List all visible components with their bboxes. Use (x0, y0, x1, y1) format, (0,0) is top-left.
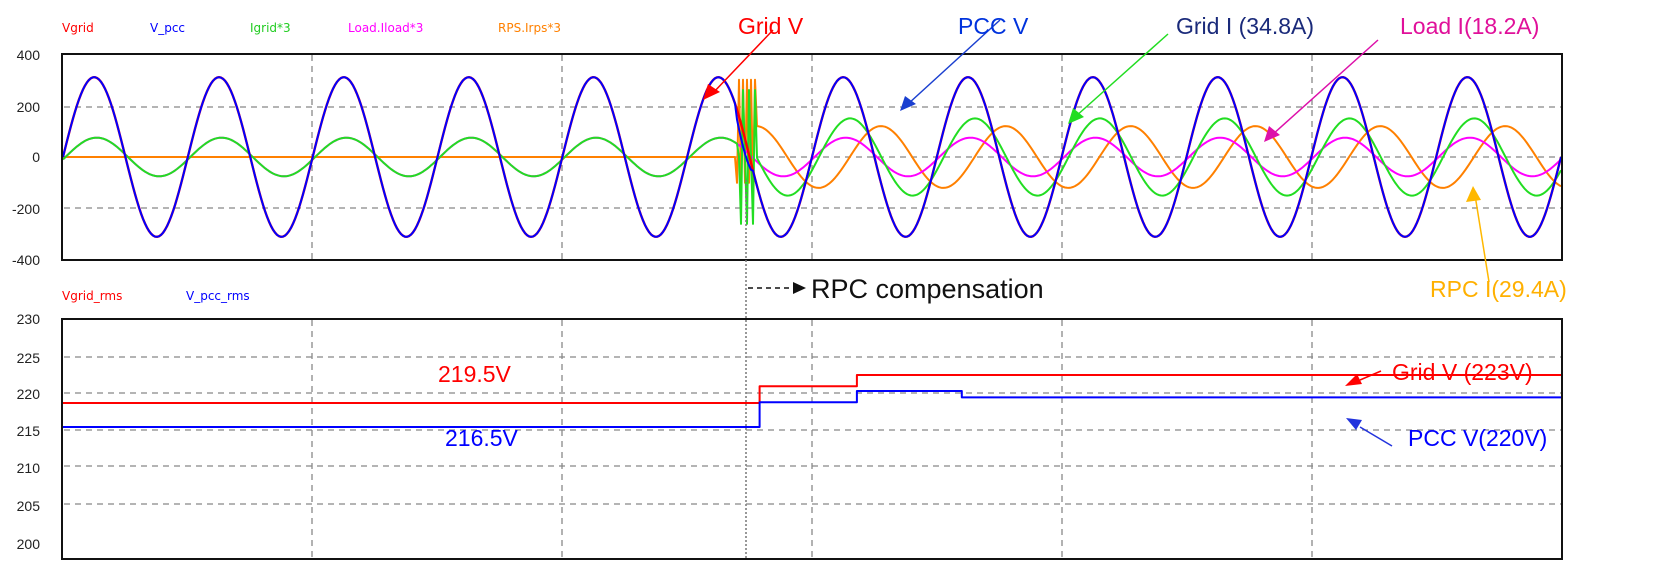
arrow-head-icon (1068, 108, 1084, 124)
legend-irps: RPS.Irps*3 (498, 21, 561, 35)
label-grid-v: Grid V (738, 13, 804, 39)
label-rpc-i: RPC I(29.4A) (1430, 276, 1567, 302)
bottom-grid (64, 320, 1562, 558)
label-pcc-after: PCC V(220V) (1408, 425, 1547, 451)
ytick: 210 (17, 460, 41, 476)
top-panel: Vgrid V_pcc Igrid*3 Load.Iload*3 RPS.Irp… (12, 13, 1567, 302)
label-load-i: Load I(18.2A) (1400, 13, 1539, 39)
bottom-legend: Vgrid_rms V_pcc_rms (62, 289, 250, 303)
ytick: 220 (17, 386, 41, 402)
ytick: -200 (12, 201, 40, 217)
ytick: 230 (17, 311, 41, 327)
arrow-head-icon (1346, 418, 1362, 430)
ytick: 200 (17, 99, 41, 115)
arrow-head-icon (703, 84, 720, 100)
legend-vpcc: V_pcc (150, 21, 185, 35)
bottom-annotations: 219.5V 216.5V Grid V (223V) PCC V(220V) (438, 359, 1547, 451)
bottom-panel: Vgrid_rms V_pcc_rms 230 225 220 215 210 … (17, 289, 1563, 560)
arrow-head-icon (1466, 186, 1481, 202)
legend-iload: Load.Iload*3 (348, 21, 423, 35)
label-pcc-v: PCC V (958, 13, 1029, 39)
ytick: 0 (32, 149, 40, 165)
legend-vgrid-rms: Vgrid_rms (62, 289, 122, 303)
arrow-head-icon (1345, 374, 1362, 386)
arrow-head-icon (900, 96, 916, 111)
ytick: 205 (17, 498, 41, 514)
label-grid-after: Grid V (223V) (1392, 359, 1533, 385)
bottom-plot-frame (61, 318, 1563, 560)
top-y-axis: 400 200 0 -200 -400 (12, 47, 40, 268)
ytick: 400 (17, 47, 41, 63)
legend-igrid: Igrid*3 (250, 21, 291, 35)
event-marker: RPC compensation (745, 180, 1044, 560)
legend-vgrid: Vgrid (62, 21, 94, 35)
label-grid-i: Grid I (34.8A) (1176, 13, 1314, 39)
bottom-y-axis: 230 225 220 215 210 205 200 (17, 311, 41, 552)
top-annotations: Grid V PCC V Grid I (34.8A) Load I(18.2A… (703, 13, 1567, 302)
arrow-right-icon (793, 282, 806, 294)
ytick: 215 (17, 423, 41, 439)
series-vpcc (62, 76, 1562, 238)
label-pcc-before: 216.5V (445, 425, 519, 451)
label-grid-before: 219.5V (438, 361, 512, 387)
rms-series (63, 374, 1561, 428)
top-plot-frame (61, 53, 1563, 261)
legend-vpcc-rms: V_pcc_rms (186, 289, 250, 303)
event-label: RPC compensation (811, 274, 1044, 304)
ytick: 225 (17, 350, 41, 366)
ytick: 200 (17, 536, 41, 552)
arrow-head-icon (1264, 126, 1280, 142)
top-legend: Vgrid V_pcc Igrid*3 Load.Iload*3 RPS.Irp… (62, 21, 561, 35)
ytick: -400 (12, 252, 40, 268)
